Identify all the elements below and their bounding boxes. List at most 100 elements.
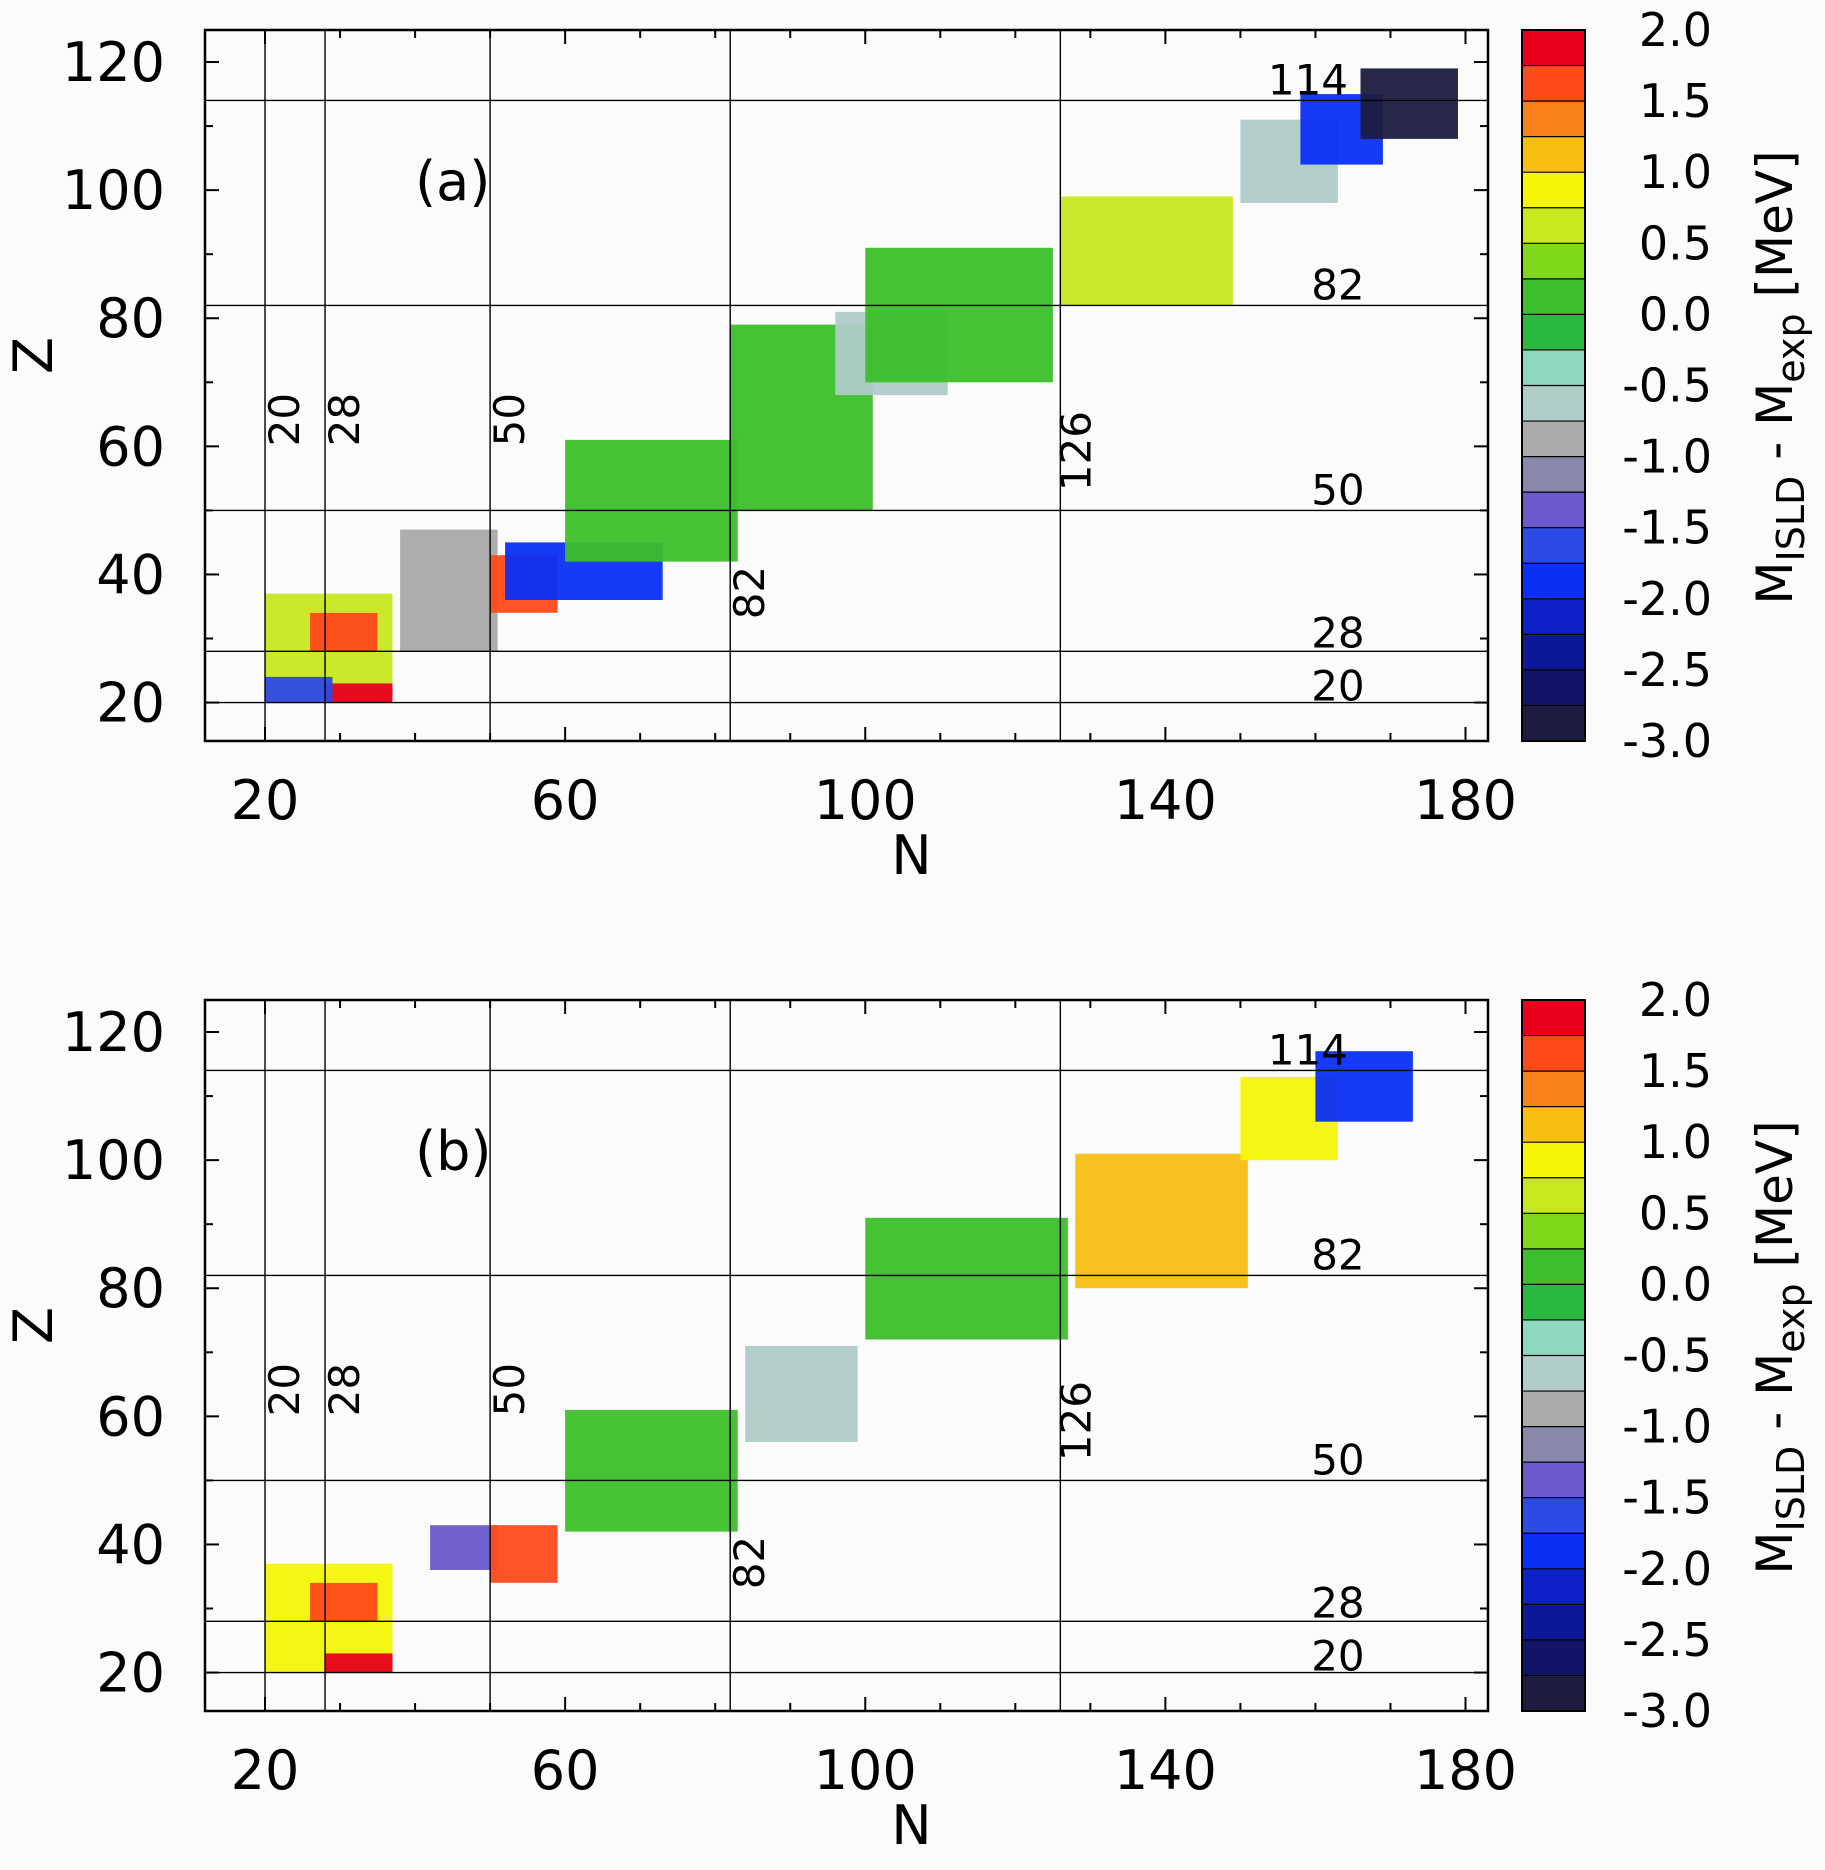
magic-label-n-82: 82 bbox=[725, 1536, 774, 1589]
colorbar-tick-label: -3.0 bbox=[1622, 714, 1712, 768]
y-tick-label: 100 bbox=[62, 1129, 165, 1192]
colorbar-swatch bbox=[1522, 1035, 1585, 1072]
colorbar-tick-label: 2.0 bbox=[1639, 3, 1712, 57]
y-tick-label: 120 bbox=[62, 1001, 165, 1064]
x-tick-label: 20 bbox=[231, 1739, 300, 1802]
colorbar-swatch bbox=[1522, 243, 1585, 280]
x-tick-label: 100 bbox=[814, 1739, 917, 1802]
colorbar-swatch bbox=[1522, 1213, 1585, 1250]
y-tick-label: 20 bbox=[96, 1642, 165, 1705]
magic-label-z-50: 50 bbox=[1311, 1435, 1364, 1484]
colorbar-swatch bbox=[1522, 1497, 1585, 1534]
magic-label-n-126: 126 bbox=[1051, 411, 1100, 491]
colorbar-tick-label: 1.5 bbox=[1639, 74, 1712, 128]
colorbar-swatch bbox=[1522, 278, 1585, 315]
x-tick-label: 60 bbox=[531, 769, 600, 832]
heatmap-cell bbox=[490, 1525, 558, 1583]
colorbar-swatch bbox=[1522, 65, 1585, 102]
magic-label-n-28: 28 bbox=[320, 1363, 369, 1416]
colorbar-title-subscript: ISLD bbox=[1769, 476, 1813, 562]
heatmap-cell bbox=[1360, 68, 1458, 139]
colorbar-title-part: - M bbox=[1746, 1353, 1804, 1446]
magic-label-z-20: 20 bbox=[1311, 662, 1364, 711]
plot-frame bbox=[203, 998, 1490, 1713]
heatmap-cell bbox=[1075, 1153, 1248, 1289]
colorbar-swatch bbox=[1522, 1142, 1585, 1179]
colorbar-tick-label: 0.0 bbox=[1639, 1257, 1712, 1311]
x-axis-title: N bbox=[891, 1794, 931, 1857]
colorbar-swatch bbox=[1522, 492, 1585, 529]
magic-label-n-126: 126 bbox=[1051, 1381, 1100, 1461]
magic-label-n-50: 50 bbox=[485, 1363, 534, 1416]
colorbar-tick-label: 0.0 bbox=[1639, 287, 1712, 341]
heatmap-cell bbox=[565, 1409, 738, 1532]
colorbar-tick-label: -2.5 bbox=[1622, 643, 1712, 697]
colorbar-title-part: [MeV] bbox=[1746, 150, 1804, 313]
colorbar-swatch bbox=[1522, 1568, 1585, 1605]
heatmap-cell bbox=[325, 683, 393, 703]
colorbar-swatch bbox=[1522, 172, 1585, 209]
magic-label-z-50: 50 bbox=[1311, 465, 1364, 514]
magic-label-n-82: 82 bbox=[725, 566, 774, 619]
y-axis-title: Z bbox=[2, 337, 65, 374]
x-tick-label: 60 bbox=[531, 1739, 600, 1802]
y-tick-label: 40 bbox=[96, 1513, 165, 1576]
colorbar-tick-label: -0.5 bbox=[1622, 1329, 1712, 1383]
colorbar-swatch bbox=[1522, 1639, 1585, 1677]
heatmap-cells bbox=[265, 68, 1458, 703]
heatmap-cell bbox=[265, 676, 333, 703]
colorbar-frame bbox=[1521, 29, 1586, 742]
colorbar-swatch bbox=[1522, 101, 1585, 138]
colorbar-title-subscript: exp bbox=[1769, 1283, 1813, 1352]
colorbar-swatch bbox=[1522, 1604, 1585, 1641]
colorbar-swatch bbox=[1522, 421, 1585, 458]
colorbar-swatch bbox=[1522, 1000, 1585, 1037]
colorbar-swatch bbox=[1522, 527, 1585, 564]
magic-label-z-20: 20 bbox=[1311, 1632, 1364, 1681]
x-tick-label: 20 bbox=[231, 769, 300, 832]
colorbar-swatch bbox=[1522, 456, 1585, 493]
colorbar-tick-label: -1.0 bbox=[1622, 430, 1712, 484]
colorbar-swatch bbox=[1522, 1319, 1585, 1357]
colorbar-title-part: M bbox=[1746, 1531, 1804, 1574]
colorbar-swatch bbox=[1522, 598, 1585, 635]
x-tick-label: 140 bbox=[1114, 1739, 1217, 1802]
heatmap-cell bbox=[310, 612, 378, 652]
colorbar-swatch bbox=[1522, 634, 1585, 671]
colorbar-tick-label: -0.5 bbox=[1622, 359, 1712, 413]
x-tick-label: 100 bbox=[814, 769, 917, 832]
colorbar-title-part: - M bbox=[1746, 383, 1804, 476]
colorbar-swatch bbox=[1522, 1533, 1585, 1570]
colorbar-tick-label: -1.0 bbox=[1622, 1400, 1712, 1454]
heatmap-cell bbox=[430, 1525, 498, 1570]
x-tick-label: 180 bbox=[1414, 1739, 1517, 1802]
heatmap-cell bbox=[565, 439, 738, 562]
colorbar-swatch bbox=[1522, 1426, 1585, 1463]
colorbar-tick-label: 2.0 bbox=[1639, 973, 1712, 1027]
colorbar-tick-label: -2.0 bbox=[1622, 1542, 1712, 1596]
axis-ticks bbox=[205, 30, 1488, 741]
y-tick-label: 100 bbox=[62, 159, 165, 222]
x-tick-label: 180 bbox=[1414, 769, 1517, 832]
colorbar-tick-label: -2.0 bbox=[1622, 572, 1712, 626]
colorbar-tick-label: -1.5 bbox=[1622, 1471, 1712, 1525]
magic-label-z-28: 28 bbox=[1311, 608, 1364, 657]
colorbar-swatch bbox=[1522, 563, 1585, 600]
y-tick-label: 20 bbox=[96, 672, 165, 735]
colorbar-title-part: [MeV] bbox=[1746, 1120, 1804, 1283]
magic-label-z-114: 114 bbox=[1268, 1025, 1348, 1074]
colorbar-swatch bbox=[1522, 669, 1585, 707]
x-axis-title: N bbox=[891, 824, 931, 887]
y-tick-label: 120 bbox=[62, 31, 165, 94]
colorbar-tick-label: -2.5 bbox=[1622, 1613, 1712, 1667]
colorbar-tick-label: 1.5 bbox=[1639, 1044, 1712, 1098]
colorbar-tick-label: 0.5 bbox=[1639, 216, 1712, 270]
colorbar-swatch bbox=[1522, 349, 1585, 387]
colorbar-tick-label: 1.0 bbox=[1639, 1115, 1712, 1169]
colorbar-swatch bbox=[1522, 1391, 1585, 1428]
magic-label-n-20: 20 bbox=[260, 1363, 309, 1416]
colorbar-swatch bbox=[1522, 1355, 1585, 1392]
